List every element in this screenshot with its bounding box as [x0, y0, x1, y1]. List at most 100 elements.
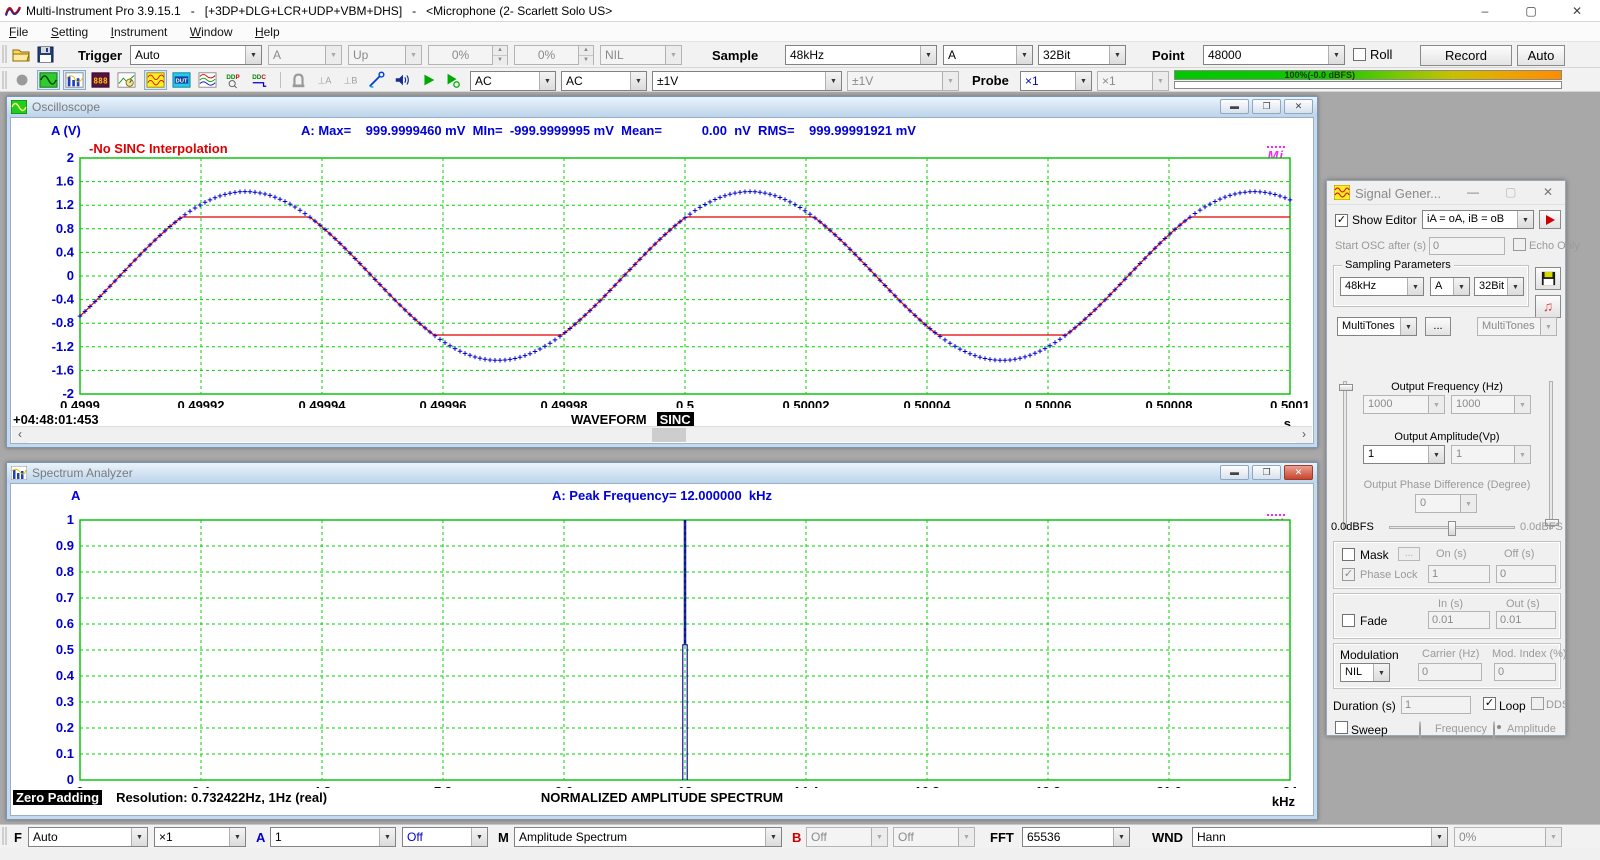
gen-rate-combo[interactable]: 48kHz ▼	[1340, 277, 1424, 296]
minimize-icon[interactable]: ▬	[1220, 99, 1249, 114]
chevron-down-icon[interactable]: ▼	[1113, 828, 1129, 846]
spinner-down-icon[interactable]: ▼	[579, 56, 593, 65]
record-length-combo[interactable]: 48000 ▼	[1203, 45, 1345, 65]
chevron-down-icon[interactable]: ▼	[1373, 664, 1389, 681]
probe-calibration-icon[interactable]	[365, 70, 388, 90]
slider-thumb[interactable]	[1545, 519, 1559, 526]
spectrum-analyzer-icon[interactable]	[63, 70, 86, 90]
chevron-down-icon[interactable]: ▼	[1431, 828, 1447, 846]
close-button[interactable]: ✕	[1571, 4, 1583, 18]
waveform-b-combo[interactable]: MultiTones ▼	[1477, 317, 1557, 336]
chevron-down-icon[interactable]: ▼	[1328, 46, 1344, 64]
sampling-rate-combo[interactable]: 48kHz ▼	[785, 45, 937, 65]
spinner-arrows[interactable]: ▲ ▼	[578, 46, 593, 65]
multimeter-icon[interactable]: 888	[89, 70, 112, 90]
sweep-checkbox[interactable]	[1335, 721, 1348, 734]
chevron-down-icon[interactable]: ▼	[539, 72, 555, 90]
ddc-viewer-icon[interactable]: DDC	[248, 70, 271, 90]
range-a-combo[interactable]: ±1V ▼	[652, 71, 842, 91]
a-scale-combo[interactable]: 1 ▼	[270, 827, 396, 847]
open-file-icon[interactable]	[12, 46, 31, 63]
trigger-hpf-combo[interactable]: NIL ▼	[600, 45, 682, 65]
trigger-source-combo[interactable]: A ▼	[268, 45, 342, 65]
auto-button[interactable]: Auto	[1517, 45, 1565, 66]
menu-file[interactable]: File	[9, 25, 29, 39]
minimize-icon[interactable]: —	[1467, 185, 1479, 199]
roll-checkbox[interactable]	[1353, 48, 1366, 61]
waveform-a-combo[interactable]: MultiTones ▼	[1337, 317, 1417, 336]
toolbar-grip[interactable]	[2, 71, 7, 89]
multitones-more-button[interactable]: ...	[1425, 317, 1451, 336]
freq-axis-combo[interactable]: Auto ▼	[28, 827, 148, 847]
chevron-down-icon[interactable]: ▼	[765, 828, 781, 846]
balance-slider[interactable]	[1389, 521, 1515, 536]
restore-icon[interactable]: ❐	[1252, 465, 1281, 480]
spectrum-titlebar[interactable]: Spectrum Analyzer ▬ ❐ ✕	[7, 463, 1317, 483]
scroll-thumb[interactable]	[652, 428, 686, 442]
a-mode-combo[interactable]: Off ▼	[402, 827, 488, 847]
view-mode-combo[interactable]: Amplitude Spectrum ▼	[514, 827, 782, 847]
menu-help[interactable]: Help	[254, 25, 280, 39]
modulation-combo[interactable]: NIL ▼	[1340, 663, 1390, 682]
probe-b-combo[interactable]: ×1 ▼	[1097, 71, 1169, 91]
signal-generator-icon[interactable]	[144, 70, 167, 90]
maximize-button[interactable]: ▢	[1525, 4, 1537, 18]
record-indicator-icon[interactable]	[11, 70, 34, 90]
range-b-combo[interactable]: ±1V ▼	[847, 71, 959, 91]
start-osc-input[interactable]: 0	[1429, 237, 1505, 255]
chevron-down-icon[interactable]: ▼	[131, 828, 147, 846]
toolbar-grip[interactable]	[2, 45, 7, 63]
chevron-down-icon[interactable]: ▼	[920, 46, 936, 64]
chevron-down-icon[interactable]: ▼	[1428, 446, 1444, 463]
chevron-down-icon[interactable]: ▼	[379, 828, 395, 846]
freq-b-combo[interactable]: 1000 ▼	[1451, 395, 1531, 414]
close-icon[interactable]: ✕	[1284, 99, 1313, 114]
chevron-down-icon[interactable]: ▼	[1453, 278, 1469, 295]
chevron-down-icon[interactable]: ▼	[825, 72, 841, 90]
scope-scrollbar[interactable]: ‹ ›	[12, 426, 1312, 443]
amp-a-combo[interactable]: 1 ▼	[1363, 445, 1445, 464]
trigger-delay-spinner[interactable]: 0% ▲ ▼	[514, 45, 594, 65]
bit-depth-combo[interactable]: 32Bit ▼	[1038, 45, 1126, 65]
device-test-plan-icon[interactable]: DUT	[170, 70, 193, 90]
chevron-down-icon[interactable]: ▼	[471, 828, 487, 846]
fade-checkbox[interactable]	[1342, 614, 1355, 627]
minimize-icon[interactable]: ▬	[1220, 465, 1249, 480]
restore-icon[interactable]: ❐	[1252, 99, 1281, 114]
roll-checkbox-row[interactable]: Roll	[1353, 47, 1392, 62]
fade-in-input[interactable]: 0.01	[1428, 611, 1490, 629]
sinc-badge[interactable]: SINC	[656, 412, 694, 427]
trigger-edge-combo[interactable]: Up ▼	[348, 45, 422, 65]
chevron-down-icon[interactable]: ▼	[1075, 72, 1091, 90]
phase-combo[interactable]: 0 ▼	[1415, 494, 1477, 513]
chevron-down-icon[interactable]: ▼	[1517, 211, 1533, 228]
amplitude-slider-b[interactable]	[1545, 381, 1559, 529]
loop-checkbox[interactable]	[1483, 697, 1496, 710]
amp-b-combo[interactable]: 1 ▼	[1451, 445, 1531, 464]
oscilloscope-titlebar[interactable]: Oscilloscope ▬ ❐ ✕	[7, 97, 1317, 117]
trigger-mode-combo[interactable]: Auto ▼	[130, 45, 262, 65]
ddp-viewer-icon[interactable]: DDP	[222, 70, 245, 90]
trigger-level-spinner[interactable]: 0% ▲ ▼	[428, 45, 508, 65]
chevron-down-icon[interactable]: ▼	[630, 72, 646, 90]
chevron-down-icon[interactable]: ▼	[1400, 318, 1416, 335]
record-button[interactable]: Record	[1420, 45, 1512, 66]
probe-a-combo[interactable]: ×1 ▼	[1020, 71, 1092, 91]
save-signal-button[interactable]	[1535, 267, 1561, 290]
oscilloscope-icon[interactable]	[37, 70, 60, 90]
chevron-down-icon[interactable]: ▼	[245, 46, 261, 64]
overlap-combo[interactable]: 0% ▼	[1454, 827, 1562, 847]
fade-out-input[interactable]: 0.01	[1496, 611, 1556, 629]
chevron-down-icon[interactable]: ▼	[1507, 278, 1523, 295]
spinner-arrows[interactable]: ▲ ▼	[492, 46, 507, 65]
chevron-down-icon[interactable]: ▼	[1407, 278, 1423, 295]
close-icon[interactable]: ✕	[1543, 185, 1554, 199]
routing-combo[interactable]: iA = oA, iB = oB ▼	[1422, 210, 1534, 229]
spinner-down-icon[interactable]: ▼	[493, 56, 507, 65]
amplitude-slider-a[interactable]	[1339, 381, 1353, 529]
window-fn-combo[interactable]: Hann ▼	[1192, 827, 1448, 847]
spinner-up-icon[interactable]: ▲	[493, 46, 507, 56]
spectrum-3d-plot-icon[interactable]	[196, 70, 219, 90]
tone-editor-button[interactable]: ♫	[1535, 295, 1561, 318]
chevron-down-icon[interactable]: ▼	[1109, 46, 1125, 64]
